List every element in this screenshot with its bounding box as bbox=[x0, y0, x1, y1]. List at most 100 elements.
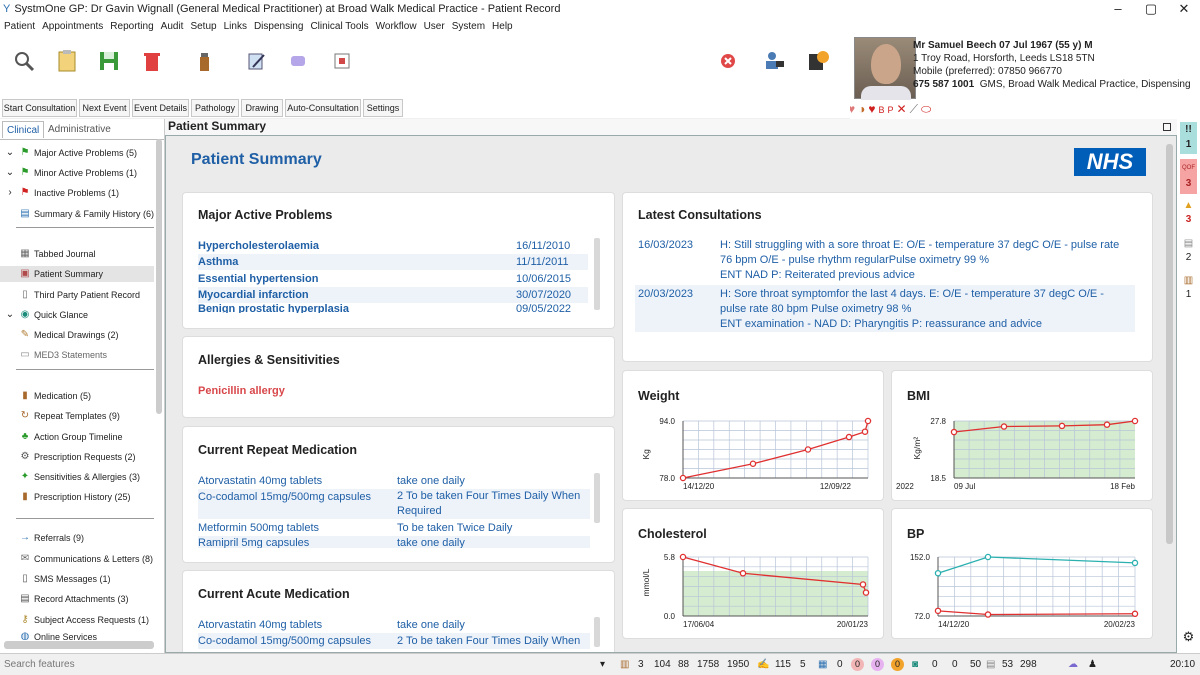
problems-scrollbar[interactable] bbox=[594, 238, 600, 310]
clipboard-icon[interactable] bbox=[55, 49, 79, 73]
medication-row[interactable]: Ramipril 5mg capsules take one daily bbox=[198, 536, 590, 548]
drawing-button[interactable]: Drawing bbox=[241, 99, 283, 117]
sidebar-hscrollbar[interactable] bbox=[4, 641, 154, 649]
event-details-button[interactable]: Event Details bbox=[132, 99, 189, 117]
data-point[interactable] bbox=[845, 433, 853, 441]
medication-row[interactable]: Co-codamol 15mg/500mg capsules 2 To be ta… bbox=[198, 633, 590, 649]
problem-row[interactable]: Myocardial infarction 30/07/2020 bbox=[198, 287, 588, 303]
menu-workflow[interactable]: Workflow bbox=[375, 21, 417, 32]
repeat-medication-scrollbar[interactable] bbox=[594, 473, 600, 523]
menu-patient[interactable]: Patient bbox=[4, 21, 36, 32]
heart-icon[interactable]: ♥ bbox=[848, 102, 859, 116]
data-point[interactable] bbox=[934, 607, 942, 615]
menu-clinical-tools[interactable]: Clinical Tools bbox=[310, 21, 369, 32]
menu-dispensing[interactable]: Dispensing bbox=[253, 21, 304, 32]
user-computer-icon[interactable] bbox=[762, 49, 786, 73]
sidebar-item-patient-summary[interactable]: ▣ Patient Summary bbox=[0, 266, 154, 282]
data-point[interactable] bbox=[864, 417, 872, 425]
sidebar-item-online-services[interactable]: ◍ Online Services bbox=[4, 631, 97, 640]
menu-appointments[interactable]: Appointments bbox=[42, 21, 104, 32]
message-icon[interactable] bbox=[286, 49, 310, 73]
data-point[interactable] bbox=[862, 589, 870, 596]
next-event-button[interactable]: Next Event bbox=[79, 99, 130, 117]
problem-row[interactable]: Benign prostatic hyperplasia 09/05/2022 bbox=[198, 303, 572, 313]
consultation-row[interactable]: 16/03/2023 H: Still struggling with a so… bbox=[638, 239, 1120, 281]
menu-setup[interactable]: Setup bbox=[190, 21, 217, 32]
data-point[interactable] bbox=[1103, 421, 1111, 428]
save-icon[interactable] bbox=[97, 49, 121, 73]
edit-document-icon[interactable] bbox=[244, 49, 268, 73]
qof-indicator[interactable]: QOF 3 bbox=[1180, 159, 1197, 194]
sidebar-item-med3[interactable]: ▭ MED3 Statements bbox=[20, 349, 108, 360]
data-point[interactable] bbox=[679, 474, 687, 482]
start-consultation-button[interactable]: Start Consultation bbox=[2, 99, 77, 117]
close-window-button[interactable]: ✕ bbox=[1178, 1, 1190, 16]
data-point[interactable] bbox=[950, 428, 958, 436]
problem-row[interactable]: Hypercholesterolaemia 16/11/2010 bbox=[198, 240, 571, 252]
medication-row[interactable]: Atorvastatin 40mg tablets take one daily bbox=[198, 619, 465, 631]
problem-row[interactable]: Asthma 11/11/2011 bbox=[198, 254, 588, 270]
data-point[interactable] bbox=[861, 428, 869, 435]
sidebar-scrollbar[interactable] bbox=[156, 139, 162, 414]
menu-system[interactable]: System bbox=[451, 21, 486, 32]
sidebar-item-tabbed-journal[interactable]: ▦ Tabbed Journal bbox=[20, 248, 96, 259]
sidebar-item-medication[interactable]: ▮ Medication (5) bbox=[4, 388, 91, 404]
sidebar-item-inactive-problems[interactable]: › ⚑ Inactive Problems (1) bbox=[4, 185, 119, 201]
sidebar-item-referrals[interactable]: → Referrals (9) bbox=[20, 532, 85, 543]
sidebar-item-sms[interactable]: ▯ SMS Messages (1) bbox=[4, 571, 110, 587]
sidebar-item-minor-problems[interactable]: ⌄ ⚑ Minor Active Problems (1) bbox=[5, 167, 138, 178]
settings-gear-icon[interactable]: ⚙ bbox=[1182, 629, 1195, 644]
chevron-down-icon[interactable]: ▾ bbox=[600, 659, 606, 670]
cross-icon[interactable]: ✕ bbox=[896, 102, 910, 116]
search-features-input[interactable]: Search features bbox=[4, 659, 75, 670]
cancel-icon[interactable] bbox=[716, 49, 740, 73]
syringe-icon[interactable]: ⟋ bbox=[909, 102, 921, 116]
data-point[interactable] bbox=[859, 581, 867, 588]
form-icon[interactable] bbox=[330, 49, 354, 73]
problem-row[interactable]: Essential hypertension 10/06/2015 bbox=[198, 273, 572, 285]
status-pill[interactable]: 0 bbox=[851, 658, 864, 671]
tab-clinical[interactable]: Clinical bbox=[2, 121, 45, 138]
data-point[interactable] bbox=[804, 446, 812, 453]
data-point[interactable] bbox=[1131, 610, 1139, 618]
search-icon[interactable] bbox=[12, 49, 36, 73]
data-point[interactable] bbox=[1131, 559, 1139, 567]
maximize-panel-icon[interactable] bbox=[1163, 123, 1171, 131]
data-point[interactable] bbox=[739, 570, 747, 577]
tab-administrative[interactable]: Administrative bbox=[48, 124, 111, 135]
dispensing-indicator[interactable]: ▥ 1 bbox=[1183, 275, 1194, 300]
sidebar-item-prescription-history[interactable]: ▮ Prescription History (25) bbox=[4, 489, 130, 505]
heart-icon[interactable]: ♥ bbox=[868, 102, 879, 116]
auto-consultation-button[interactable]: Auto-Consultation bbox=[285, 99, 361, 117]
timer-icon[interactable] bbox=[806, 49, 830, 73]
status-pill[interactable]: 0 bbox=[891, 658, 904, 671]
sidebar-item-action-group-timeline[interactable]: ♣ Action Group Timeline bbox=[4, 429, 123, 445]
data-point[interactable] bbox=[1131, 417, 1139, 425]
pill-icon[interactable]: ⬭ bbox=[920, 102, 935, 116]
sidebar-item-repeat-templates[interactable]: ↻ Repeat Templates (9) bbox=[20, 410, 120, 421]
sidebar-item-communications[interactable]: ✉ Communications & Letters (8) bbox=[20, 553, 154, 564]
medication-row[interactable]: Co-codamol 15mg/500mg capsules 2 To be ta… bbox=[198, 489, 590, 519]
sidebar-item-third-party-record[interactable]: ▯ Third Party Patient Record bbox=[4, 287, 140, 303]
data-point[interactable] bbox=[749, 460, 757, 468]
allergy-item[interactable]: Penicillin allergy bbox=[198, 385, 285, 397]
data-point[interactable] bbox=[1000, 423, 1008, 430]
acute-medication-scrollbar[interactable] bbox=[594, 617, 600, 647]
minimize-button[interactable]: – bbox=[1114, 1, 1122, 16]
sidebar-item-major-problems[interactable]: ⌄ ⚑ Major Active Problems (5) bbox=[5, 147, 138, 158]
menu-user[interactable]: User bbox=[423, 21, 445, 32]
chart-icon[interactable]: ◑ bbox=[858, 102, 869, 116]
data-point[interactable] bbox=[1058, 422, 1066, 430]
sidebar-item-quick-glance[interactable]: ⌄ ◉ Quick Glance bbox=[5, 309, 89, 320]
delete-icon[interactable] bbox=[140, 49, 164, 73]
alerts-indicator[interactable]: !! 1 bbox=[1180, 122, 1197, 154]
medication-row[interactable]: Metformin 500mg tablets To be taken Twice… bbox=[198, 522, 513, 534]
medication-bottle-icon[interactable] bbox=[192, 49, 216, 73]
menu-links[interactable]: Links bbox=[223, 21, 247, 32]
sidebar-item-sensitivities-allergies[interactable]: ✦ Sensitivities & Allergies (3) bbox=[20, 471, 141, 482]
maximize-button[interactable]: ▢ bbox=[1144, 1, 1158, 16]
pathology-button[interactable]: Pathology bbox=[191, 99, 239, 117]
sidebar-item-summary-family-history[interactable]: ▤ Summary & Family History (6) bbox=[20, 208, 155, 219]
menu-audit[interactable]: Audit bbox=[160, 21, 184, 32]
bp-icon[interactable]: BP bbox=[878, 105, 897, 115]
